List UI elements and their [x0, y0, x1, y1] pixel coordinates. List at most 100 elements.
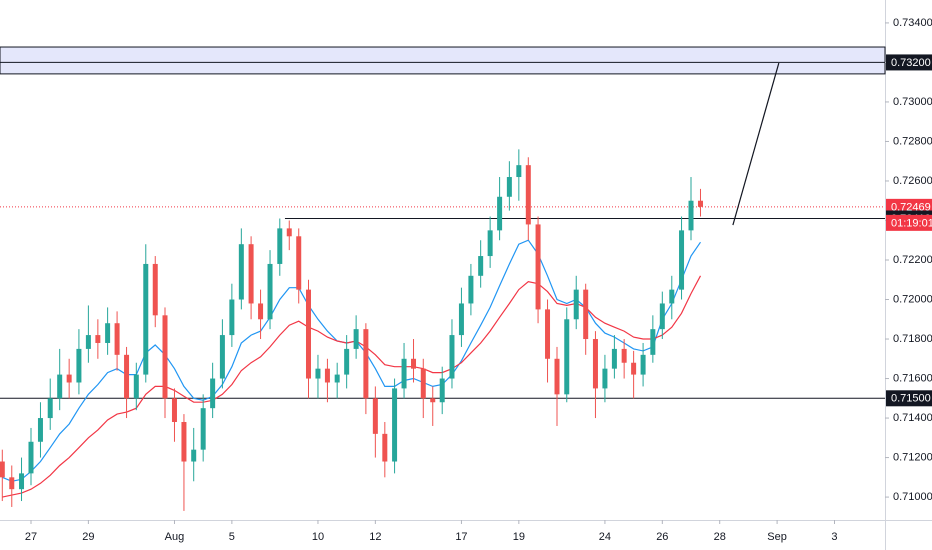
candle-body [181, 422, 187, 462]
candle-body [334, 374, 340, 383]
candle-body [363, 329, 369, 399]
candle-body [344, 348, 350, 375]
candle-body [105, 323, 111, 343]
candle-body [219, 335, 225, 379]
candle-body [697, 200, 703, 207]
candle-body [152, 263, 158, 316]
candle-body [324, 368, 330, 383]
candle-body [85, 335, 91, 349]
candle-body [497, 196, 503, 231]
y-tick-label: 0.72000 [893, 293, 932, 305]
x-tick-label: 3 [831, 531, 837, 543]
candle-body [545, 309, 551, 359]
candle-body [382, 433, 388, 462]
candle-body [583, 289, 589, 340]
y-tick-label: 0.71200 [893, 451, 932, 463]
candle-body [124, 354, 130, 399]
candle-body [200, 408, 206, 450]
candle-body [458, 303, 464, 336]
candle-body [631, 362, 637, 375]
trend-line [732, 62, 780, 226]
candle-body [162, 315, 168, 399]
candle-body [573, 289, 579, 320]
x-tick-label: 29 [82, 531, 94, 543]
y-tick-label: 0.71800 [893, 333, 932, 345]
candle-body [650, 329, 656, 355]
candle-body [37, 418, 43, 442]
candle-body [516, 165, 522, 178]
y-tick-label: 0.71600 [893, 372, 932, 384]
candle-body [76, 348, 82, 383]
candle-body [19, 473, 25, 490]
candle-body [439, 378, 445, 403]
candle-body [640, 354, 646, 375]
candle-body [468, 275, 474, 304]
candle-body [9, 477, 15, 490]
y-tick-label: 0.71400 [893, 412, 932, 424]
candle-body [487, 230, 493, 257]
candle-body [525, 165, 531, 225]
price-tag-label: 0.73200 [891, 57, 931, 69]
candle-body [392, 388, 398, 462]
candle-body [229, 299, 235, 336]
candle-body [669, 289, 675, 304]
x-tick-label: 19 [513, 531, 525, 543]
candle-body [535, 224, 541, 310]
y-tick-label: 0.73000 [893, 96, 932, 108]
candle-body [621, 348, 627, 363]
x-tick-label: Sep [767, 531, 787, 543]
candle-body [171, 398, 177, 423]
price-tag [886, 54, 932, 71]
candle-body [296, 236, 302, 290]
countdown-label: 01:19:01 [891, 217, 932, 229]
candle-body [315, 368, 321, 379]
candle-body [353, 329, 359, 349]
candle-body [305, 289, 311, 379]
x-tick-label: 12 [369, 531, 381, 543]
y-tick-label: 0.72600 [893, 175, 932, 187]
x-tick-label: 26 [656, 531, 668, 543]
x-tick-label: 17 [455, 531, 467, 543]
candle-body [506, 177, 512, 197]
x-tick-label: 27 [25, 531, 37, 543]
candle-body [133, 374, 139, 399]
candle-body [602, 368, 608, 389]
candle-body [554, 358, 560, 395]
candle-body [478, 256, 484, 276]
candle-body [449, 335, 455, 379]
candle-body [401, 358, 407, 389]
candle-body [420, 368, 426, 399]
supply-zone [0, 46, 886, 75]
y-tick-label: 0.72800 [893, 135, 932, 147]
countdown-tag [886, 214, 932, 231]
candle-body [114, 323, 120, 355]
candle-body [267, 263, 273, 320]
candle-body [659, 303, 665, 330]
candle-body [372, 398, 378, 434]
candle-body [611, 348, 617, 369]
x-tick-label: Aug [165, 531, 185, 543]
candle-body [592, 339, 598, 389]
x-tick-label: 10 [312, 531, 324, 543]
candle-body [258, 303, 264, 320]
candle-body [66, 374, 72, 383]
candle-body [430, 398, 436, 403]
x-tick-label: 24 [599, 531, 611, 543]
candle-body [210, 378, 216, 409]
candle-body [688, 200, 694, 231]
price-tag [886, 390, 932, 407]
x-tick-label: 28 [714, 531, 726, 543]
candle-body [286, 228, 292, 237]
candle-body [238, 244, 244, 300]
candle-body [679, 230, 685, 290]
candle-body [95, 335, 101, 343]
candle-body [248, 244, 254, 304]
candle-body [411, 358, 417, 369]
price-tag-label: 0.71500 [891, 393, 931, 405]
price-tag-label: 0.72469 [891, 201, 931, 213]
candle-body [191, 449, 197, 462]
y-tick-label: 0.72200 [893, 254, 932, 266]
candle-body [47, 398, 53, 419]
